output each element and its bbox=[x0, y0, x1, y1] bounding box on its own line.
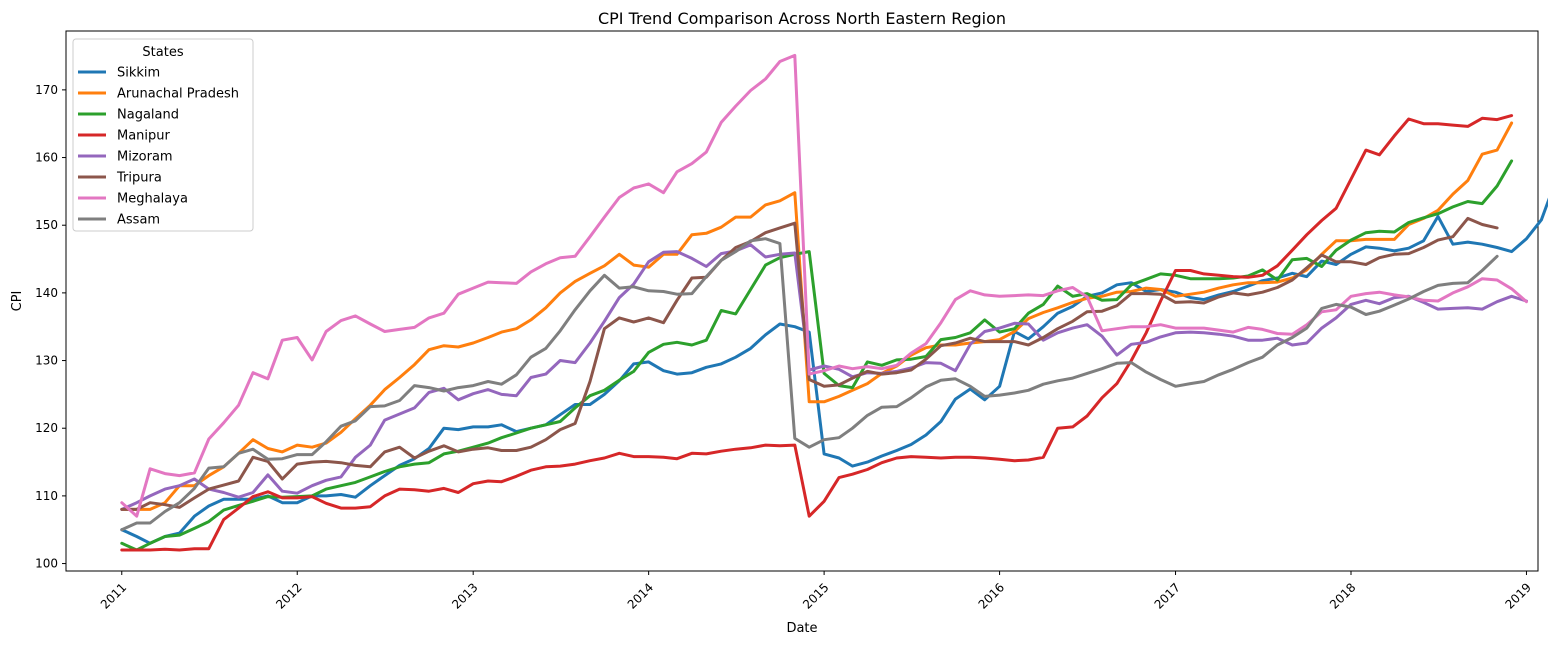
series-lines bbox=[120, 53, 1548, 552]
x-tick-label: 2017 bbox=[1152, 580, 1183, 611]
legend-label: Nagaland bbox=[117, 108, 179, 123]
plot-area bbox=[65, 30, 1539, 572]
y-tick-label: 120 bbox=[35, 421, 58, 435]
series-line-meghalaya bbox=[120, 53, 1528, 518]
series-line-manipur bbox=[120, 114, 1514, 552]
legend-label: Sikkim bbox=[117, 66, 160, 81]
legend-label: Assam bbox=[117, 213, 160, 228]
series-line-assam bbox=[120, 237, 1499, 532]
legend-box bbox=[72, 38, 254, 232]
x-tick-label: 2011 bbox=[98, 580, 129, 611]
legend-label: Mizoram bbox=[117, 150, 173, 165]
legend: States Sikkim Arunachal Pradesh Nagaland Ma… bbox=[72, 38, 254, 232]
x-tick-label: 2016 bbox=[976, 580, 1007, 611]
y-tick-label: 110 bbox=[35, 489, 58, 503]
legend-label: Tripura bbox=[116, 171, 162, 186]
x-axis: 2011 2012 2013 2014 2015 2016 2017 2018 2019 bbox=[98, 571, 1534, 612]
series-line-tripura bbox=[120, 216, 1499, 511]
legend-title: States bbox=[142, 45, 183, 60]
y-tick-label: 130 bbox=[35, 354, 58, 368]
x-tick-label: 2018 bbox=[1327, 580, 1358, 611]
y-tick-label: 100 bbox=[35, 557, 58, 571]
chart-title: CPI Trend Comparison Across North Easter… bbox=[598, 9, 1006, 28]
x-tick-label: 2015 bbox=[800, 580, 831, 611]
y-tick-label: 150 bbox=[35, 218, 58, 232]
y-axis-label: CPI bbox=[10, 291, 25, 312]
x-tick-label: 2013 bbox=[449, 580, 480, 611]
y-tick-label: 170 bbox=[35, 83, 58, 97]
y-tick-label: 160 bbox=[35, 151, 58, 165]
x-tick-label: 2019 bbox=[1502, 580, 1533, 611]
y-axis: 100 110 120 130 140 150 160 170 bbox=[35, 83, 66, 571]
series-line-mizoram bbox=[120, 243, 1528, 511]
x-tick-label: 2012 bbox=[273, 580, 304, 611]
legend-label: Manipur bbox=[117, 129, 171, 144]
legend-label: Arunachal Pradesh bbox=[117, 87, 239, 102]
legend-label: Meghalaya bbox=[117, 192, 188, 207]
series-line-sikkim bbox=[120, 197, 1548, 545]
y-tick-label: 140 bbox=[35, 286, 58, 300]
series-line-nagaland bbox=[120, 159, 1514, 552]
x-axis-label: Date bbox=[786, 621, 817, 636]
x-tick-label: 2014 bbox=[625, 580, 656, 611]
